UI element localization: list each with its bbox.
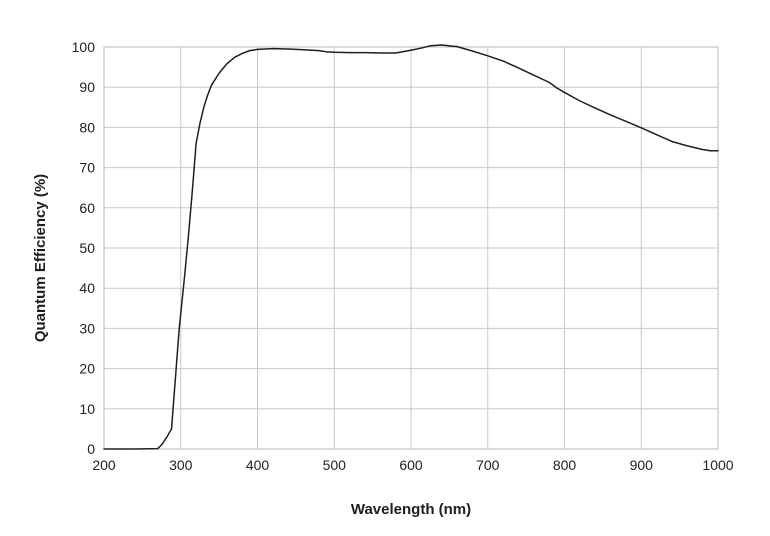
x-tick-label-500: 500	[323, 457, 347, 473]
y-tick-label-70: 70	[79, 160, 95, 176]
y-axis-tick-labels: 0 10 20 30 40 50 60 70 80 90 100	[72, 39, 96, 457]
x-tick-label-400: 400	[246, 457, 270, 473]
y-tick-label-0: 0	[87, 441, 95, 457]
grid	[103, 46, 719, 450]
y-axis-title: Quantum Efficiency (%)	[32, 174, 49, 342]
x-axis-title: Wavelength (nm)	[351, 501, 471, 518]
y-tick-label-80: 80	[79, 119, 95, 135]
y-tick-label-60: 60	[79, 200, 95, 216]
y-tick-label-10: 10	[79, 401, 95, 417]
y-tick-label-20: 20	[79, 361, 95, 377]
x-tick-label-300: 300	[169, 457, 193, 473]
x-tick-label-900: 900	[630, 457, 654, 473]
plot-frame	[103, 46, 719, 450]
x-tick-label-800: 800	[553, 457, 577, 473]
series-line-quantum-efficiency	[103, 44, 719, 450]
x-tick-label-1000: 1000	[702, 457, 733, 473]
x-axis-tick-labels: 200 300 400 500 600 700 800 900 1000	[92, 457, 733, 473]
x-tick-label-600: 600	[399, 457, 423, 473]
x-tick-label-200: 200	[92, 457, 116, 473]
y-tick-label-40: 40	[79, 280, 95, 296]
x-tick-label-700: 700	[476, 457, 500, 473]
y-tick-label-30: 30	[79, 320, 95, 336]
y-tick-label-90: 90	[79, 79, 95, 95]
y-tick-label-100: 100	[72, 39, 96, 55]
y-tick-label-50: 50	[79, 240, 95, 256]
